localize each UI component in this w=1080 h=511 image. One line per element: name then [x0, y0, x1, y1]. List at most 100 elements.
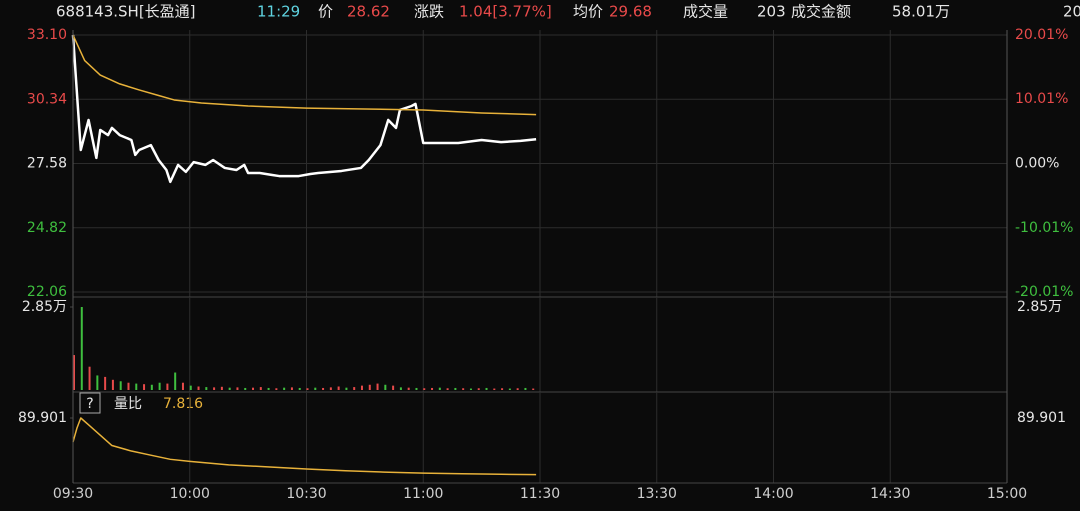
y-tick-label: 22.06: [27, 284, 67, 300]
x-tick-label: 10:00: [170, 486, 210, 502]
help-box[interactable]: [79, 392, 101, 414]
price-label: 价: [318, 3, 333, 21]
bar: [446, 388, 449, 390]
line: [72, 34, 537, 116]
change-label: 涨跌: [414, 3, 444, 21]
bar: [423, 388, 426, 390]
bar: [104, 376, 107, 390]
bar: [337, 386, 340, 390]
y2-tick-label: 10.01%: [1015, 91, 1068, 107]
price: 28.62: [347, 3, 390, 21]
bar: [360, 385, 363, 390]
bar: [259, 387, 262, 390]
bar: [431, 387, 434, 390]
bar: [516, 388, 519, 390]
bar: [469, 388, 472, 390]
x-tick-label: 13:30: [637, 486, 677, 502]
bar: [392, 385, 395, 390]
bar: [477, 388, 480, 390]
y-tick-label: 30.34: [27, 91, 67, 107]
bar: [314, 387, 317, 390]
bar: [322, 387, 325, 390]
y-tick-label: 24.82: [27, 220, 67, 236]
x-tick-label: 14:00: [753, 486, 793, 502]
bar: [119, 381, 122, 390]
x-tick-label: 10:30: [286, 486, 326, 502]
bar: [252, 387, 255, 390]
x-tick-label: 11:00: [403, 486, 443, 502]
bar: [80, 307, 83, 390]
stock-code: 688143.SH[长盈通]: [56, 3, 196, 21]
bar: [73, 355, 75, 390]
y-tick-label: 27.58: [27, 156, 67, 172]
bar: [283, 387, 286, 390]
bar: [96, 375, 99, 390]
bar: [244, 387, 247, 390]
change: 1.04[3.77%]: [459, 3, 552, 21]
time: 11:29: [257, 3, 300, 21]
bar: [213, 387, 216, 390]
bar: [205, 387, 208, 390]
bar: [181, 382, 184, 390]
bar: [493, 388, 496, 390]
bar: [407, 387, 410, 390]
bar: [150, 384, 153, 390]
x-tick-label: 15:00: [987, 486, 1027, 502]
y2-tick-label: -10.01%: [1015, 220, 1073, 236]
ratio-label: 量比: [114, 396, 142, 412]
amount-label: 成交金额: [791, 3, 851, 21]
bar: [143, 384, 146, 390]
plot: 33.10 30.34 27.58 24.82 22.06 20.01% 10.01% 0.0…: [18, 27, 1073, 502]
bar: [508, 388, 511, 390]
y-tick-label-right: 2.85万: [1017, 299, 1062, 315]
bar: [353, 387, 356, 390]
bar: [501, 388, 504, 390]
volume: 203: [757, 3, 786, 21]
bar: [135, 383, 138, 390]
y2-tick-label: 0.00%: [1015, 156, 1059, 172]
bar: [415, 387, 418, 390]
bar: [290, 387, 293, 390]
bar: [462, 388, 465, 390]
help-icon[interactable]: ?: [86, 396, 93, 412]
bar: [127, 382, 130, 390]
line: [72, 417, 537, 476]
ratio-current: 7.816: [163, 396, 203, 412]
x-tick-label: 09:30: [53, 486, 93, 502]
y-tick-label: 33.10: [27, 27, 67, 43]
bar: [111, 379, 114, 390]
y2-tick-label: 20.01%: [1015, 27, 1068, 43]
header: 688143.SH[长盈通] 11:29 价 28.62 涨跌 1.04[3.7…: [56, 3, 1080, 21]
y2-tick-label: -20.01%: [1015, 284, 1073, 300]
bar: [236, 387, 239, 390]
date-fragment: 20: [1063, 3, 1080, 21]
bar: [532, 388, 535, 390]
y-tick-label-right: 89.901: [1017, 410, 1066, 426]
x-tick-label: 14:30: [870, 486, 910, 502]
bar: [166, 383, 169, 390]
bar: [189, 385, 192, 390]
bar: [368, 384, 371, 390]
line: [71, 34, 537, 184]
bar: [174, 372, 177, 390]
bar: [376, 383, 379, 390]
bar: [298, 387, 301, 390]
bar: [275, 388, 278, 390]
bar: [267, 387, 270, 390]
avg: 29.68: [609, 3, 652, 21]
bar: [454, 387, 457, 390]
bar: [524, 387, 527, 390]
avg-label: 均价: [573, 3, 603, 21]
bar: [485, 387, 488, 390]
volume-label: 成交量: [683, 3, 728, 21]
y-tick-label: 2.85万: [22, 299, 67, 315]
bar: [345, 387, 348, 390]
bar: [88, 366, 91, 390]
bar: [228, 387, 231, 390]
x-tick-label: 11:30: [520, 486, 560, 502]
bar: [399, 387, 402, 390]
bar: [220, 386, 223, 390]
bar: [329, 387, 332, 390]
